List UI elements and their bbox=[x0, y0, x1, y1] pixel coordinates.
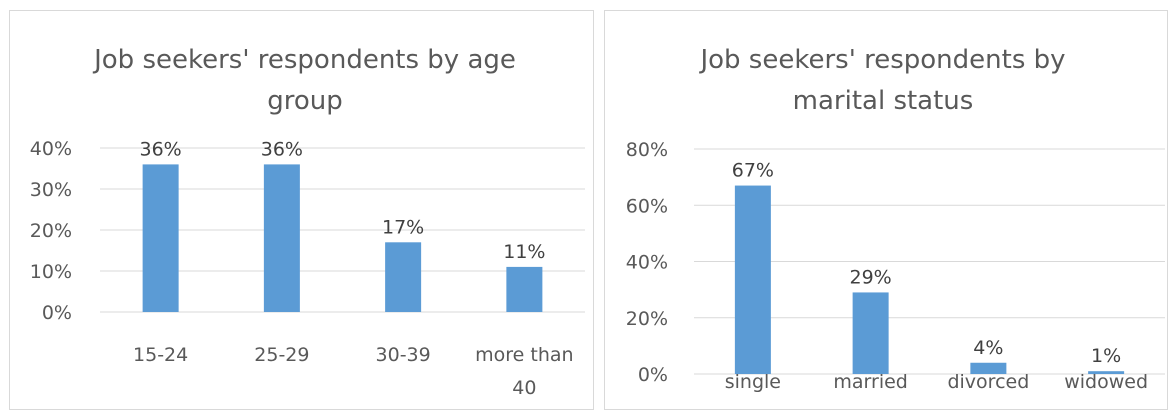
chart-title-line: Job seekers' respondents by age bbox=[92, 45, 516, 75]
chart-title-line: marital status bbox=[793, 86, 974, 116]
x-tick-label: 15-24 bbox=[133, 344, 188, 366]
bar bbox=[385, 242, 422, 312]
data-label: 67% bbox=[732, 160, 774, 182]
data-label: 11% bbox=[503, 241, 545, 263]
bar bbox=[970, 362, 1007, 374]
bar bbox=[142, 164, 179, 312]
x-tick-label: widowed bbox=[1064, 371, 1148, 393]
chart-title-line: Job seekers' respondents by bbox=[698, 45, 1065, 75]
data-label: 4% bbox=[973, 337, 1003, 359]
bar bbox=[506, 266, 543, 312]
y-tick-label: 40% bbox=[30, 138, 72, 160]
marital-status-chart: Job seekers' respondents by marital statu… bbox=[626, 45, 1165, 393]
age-group-chart: Job seekers' respondents by age group 0% 10… bbox=[30, 45, 585, 399]
y-tick-label: 30% bbox=[30, 179, 72, 201]
data-label: 17% bbox=[382, 216, 424, 238]
data-label: 36% bbox=[140, 138, 182, 160]
y-tick-label: 10% bbox=[30, 261, 72, 283]
x-tick-label: 30-39 bbox=[376, 344, 431, 366]
bar bbox=[263, 164, 300, 312]
data-label: 36% bbox=[261, 138, 303, 160]
bar bbox=[734, 185, 771, 374]
y-tick-label: 0% bbox=[42, 302, 72, 324]
y-tick-label: 60% bbox=[626, 195, 668, 217]
x-tick-label: divorced bbox=[947, 371, 1029, 393]
y-tick-label: 40% bbox=[626, 252, 668, 274]
x-tick-label: married bbox=[833, 371, 907, 393]
x-tick-label: 40 bbox=[512, 377, 536, 399]
bar bbox=[1088, 371, 1125, 374]
x-tick-label: 25-29 bbox=[254, 344, 309, 366]
bar bbox=[852, 292, 889, 374]
chart-title-line: group bbox=[267, 86, 343, 116]
y-tick-label: 80% bbox=[626, 139, 668, 161]
y-tick-label: 0% bbox=[638, 364, 668, 386]
data-label: 1% bbox=[1091, 345, 1121, 367]
x-tick-label: more than bbox=[475, 344, 573, 366]
data-label: 29% bbox=[850, 266, 892, 288]
y-tick-label: 20% bbox=[30, 220, 72, 242]
y-tick-label: 20% bbox=[626, 308, 668, 330]
chart-panel-age-group: Job seekers' respondents by age group 0% 10… bbox=[9, 10, 594, 410]
chart-panel-marital-status: Job seekers' respondents by marital statu… bbox=[604, 10, 1168, 410]
x-tick-label: single bbox=[725, 371, 781, 393]
